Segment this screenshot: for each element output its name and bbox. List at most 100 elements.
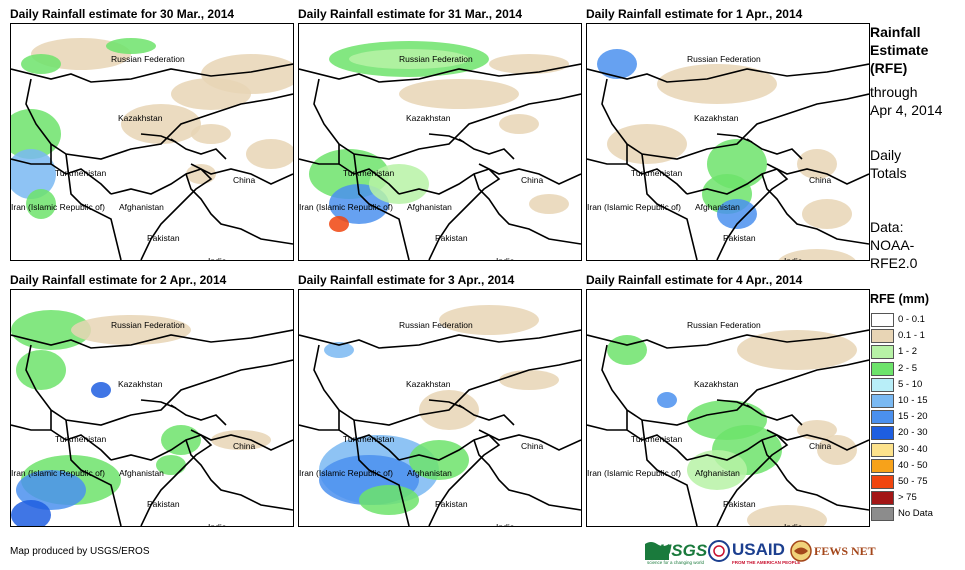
country-label-afghanistan: Afghanistan bbox=[119, 202, 164, 212]
legend-label: 0.1 - 1 bbox=[898, 330, 925, 342]
fews-globe-icon bbox=[790, 540, 812, 562]
rainfall-map-graphic bbox=[11, 310, 293, 526]
country-border bbox=[25, 78, 293, 160]
legend-swatch bbox=[871, 377, 894, 392]
legend-item: 10 - 15 bbox=[871, 394, 961, 408]
side-data: Data: bbox=[870, 219, 904, 235]
legend-swatch bbox=[871, 491, 894, 506]
legend-swatch bbox=[871, 426, 894, 441]
rainfall-area bbox=[171, 78, 251, 110]
country-label-pakistan: Pakistan bbox=[435, 233, 468, 243]
legend-item: 40 - 50 bbox=[871, 458, 961, 473]
rainfall-area bbox=[349, 49, 469, 69]
rainfall-area bbox=[11, 500, 51, 526]
country-label-pakistan: Pakistan bbox=[723, 233, 756, 243]
country-label-iran: Iran (Islamic Republic of) bbox=[299, 468, 394, 478]
country-label-iran: Iran (Islamic Republic of) bbox=[299, 202, 394, 212]
rainfall-area bbox=[797, 149, 837, 179]
country-border bbox=[398, 168, 501, 260]
country-label-india: India bbox=[208, 522, 227, 527]
rainfall-area bbox=[186, 164, 216, 184]
legend-swatch bbox=[871, 442, 894, 457]
legend-label: 5 - 10 bbox=[898, 378, 923, 390]
country-label-china: China bbox=[809, 175, 832, 185]
rainfall-map-graphic bbox=[299, 41, 581, 260]
legend-title: RFE (mm) bbox=[870, 292, 930, 306]
legend-swatch bbox=[871, 313, 894, 327]
country-label-russia: Russian Federation bbox=[399, 54, 473, 64]
country-border bbox=[185, 173, 293, 245]
rainfall-map-graphic bbox=[299, 305, 581, 526]
country-border bbox=[428, 133, 465, 143]
country-border bbox=[473, 173, 581, 245]
country-label-pakistan: Pakistan bbox=[147, 233, 180, 243]
rainfall-area bbox=[161, 425, 201, 455]
panel-title: Daily Rainfall estimate for 2 Apr., 2014 bbox=[10, 273, 227, 287]
panel-title: Daily Rainfall estimate for 3 Apr., 2014 bbox=[298, 273, 515, 287]
rainfall-area bbox=[737, 330, 857, 370]
rainfall-area bbox=[747, 505, 827, 526]
country-border bbox=[299, 329, 581, 349]
legend-swatch bbox=[871, 361, 894, 376]
rainfall-map: Russian Federation Kazakhstan Turkmenistan… bbox=[298, 23, 582, 261]
country-label-china: China bbox=[233, 441, 256, 451]
country-label-turkmenistan: Turkmenistan bbox=[343, 168, 395, 178]
country-border bbox=[458, 404, 515, 426]
rainfall-area bbox=[16, 350, 66, 390]
legend-item: 1 - 2 bbox=[871, 345, 961, 360]
country-border bbox=[11, 329, 293, 349]
legend-label: 1 - 2 bbox=[898, 346, 918, 358]
rainfall-area bbox=[717, 199, 757, 229]
country-border bbox=[313, 78, 581, 160]
legend-label: 40 - 50 bbox=[898, 459, 928, 471]
country-label-india: India bbox=[208, 256, 227, 261]
panel-title: Daily Rainfall estimate for 1 Apr., 2014 bbox=[586, 7, 803, 21]
country-border bbox=[601, 344, 869, 426]
country-border bbox=[478, 163, 581, 185]
country-label-iran: Iran (Islamic Republic of) bbox=[587, 202, 682, 212]
rainfall-map: Russian Federation Kazakhstan Turkmenistan… bbox=[586, 289, 870, 527]
country-label-afghanistan: Afghanistan bbox=[119, 468, 164, 478]
country-label-kazakhstan: Kazakhstan bbox=[118, 379, 163, 389]
country-border bbox=[686, 168, 789, 260]
rainfall-area bbox=[499, 370, 559, 390]
rainfall-area bbox=[329, 216, 349, 232]
country-border bbox=[11, 63, 293, 83]
country-border bbox=[353, 419, 410, 526]
country-border bbox=[641, 419, 698, 526]
legend-item: 0 - 0.1 bbox=[871, 313, 961, 327]
country-label-afghanistan: Afghanistan bbox=[407, 202, 452, 212]
country-border bbox=[761, 173, 869, 245]
country-label-india: India bbox=[784, 256, 803, 261]
country-border bbox=[766, 163, 869, 185]
rainfall-area bbox=[106, 38, 156, 54]
country-border bbox=[353, 153, 410, 260]
country-label-pakistan: Pakistan bbox=[435, 499, 468, 509]
legend-swatch bbox=[871, 475, 894, 489]
country-label-china: China bbox=[521, 175, 544, 185]
country-border bbox=[65, 153, 122, 260]
country-label-kazakhstan: Kazakhstan bbox=[406, 113, 451, 123]
side-daily: Daily bbox=[870, 147, 902, 163]
country-border bbox=[587, 424, 627, 431]
rainfall-area bbox=[499, 114, 539, 134]
country-border bbox=[313, 344, 581, 426]
country-label-india: India bbox=[784, 522, 803, 527]
usgs-wave-icon bbox=[645, 542, 669, 560]
legend-item: > 75 bbox=[871, 491, 961, 506]
rainfall-map: Russian Federation Kazakhstan Turkmenistan… bbox=[586, 23, 870, 261]
country-border bbox=[140, 133, 177, 143]
country-border bbox=[65, 419, 122, 526]
legend-item: 30 - 40 bbox=[871, 442, 961, 457]
legend-item: 2 - 5 bbox=[871, 361, 961, 376]
usgs-text: USGS bbox=[659, 541, 708, 560]
rainfall-area bbox=[191, 124, 231, 144]
country-border bbox=[190, 429, 293, 451]
usgs-tagline: science for a changing world bbox=[647, 560, 705, 565]
country-label-india: India bbox=[496, 522, 515, 527]
rainfall-area bbox=[597, 49, 637, 79]
rainfall-area bbox=[11, 109, 61, 159]
country-border bbox=[587, 63, 869, 83]
country-border bbox=[25, 344, 293, 426]
rainfall-map-graphic bbox=[587, 49, 869, 260]
